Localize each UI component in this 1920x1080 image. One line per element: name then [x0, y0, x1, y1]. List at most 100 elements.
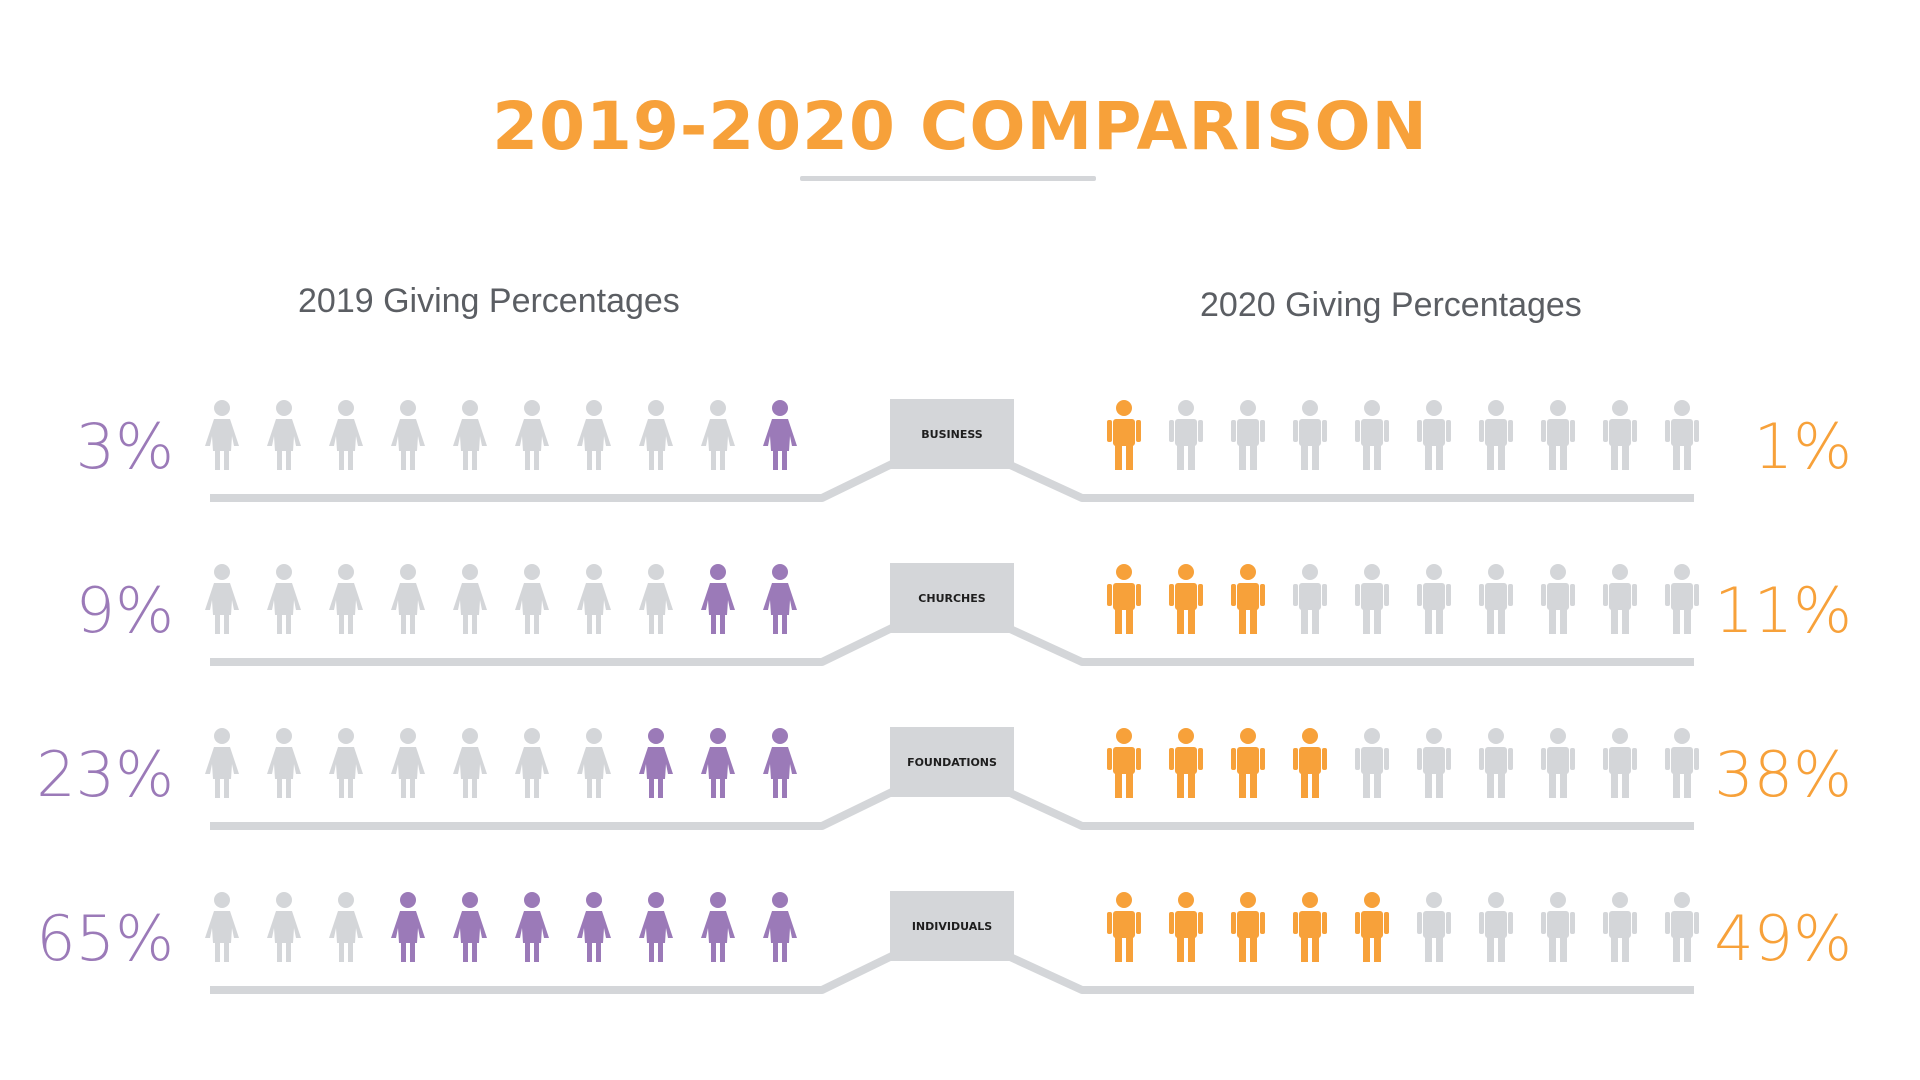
female-figure-icon [267, 728, 301, 798]
category-label: FOUNDATIONS [907, 756, 997, 769]
value-label-2019: 65% [36, 902, 174, 975]
female-figure-icon-highlighted [763, 564, 797, 634]
female-figure-icon [515, 728, 549, 798]
female-figure-icon [639, 400, 673, 470]
female-figure-icon [391, 400, 425, 470]
category-label: BUSINESS [921, 428, 982, 441]
male-figure-icon-highlighted [1231, 564, 1265, 634]
female-figure-icon [205, 564, 239, 634]
value-label-2020: 1% [1754, 410, 1852, 483]
female-figure-icon [577, 400, 611, 470]
row-baseline [210, 952, 1694, 994]
row-churches: CHURCHES 9% 11% [76, 563, 1852, 666]
row-baseline [210, 788, 1694, 830]
male-figure-icon-highlighted [1293, 728, 1327, 798]
female-figure-icon [639, 564, 673, 634]
male-figure-icon [1355, 564, 1389, 634]
male-figure-icon [1479, 892, 1513, 962]
female-figure-icon [577, 564, 611, 634]
female-figure-icon [329, 564, 363, 634]
male-figure-icon [1417, 728, 1451, 798]
female-figure-icon [391, 564, 425, 634]
female-figure-icon-highlighted [639, 892, 673, 962]
female-figure-icon-highlighted [701, 564, 735, 634]
male-figure-icon [1479, 400, 1513, 470]
male-figure-icon-highlighted [1107, 728, 1141, 798]
male-figure-icon [1479, 564, 1513, 634]
row-individuals: INDIVIDUALS 65% 49% [36, 891, 1852, 994]
female-figure-icon [453, 728, 487, 798]
category-label: INDIVIDUALS [912, 920, 992, 933]
value-label-2019: 9% [76, 574, 174, 647]
male-figure-icon [1417, 564, 1451, 634]
male-figure-icon [1293, 564, 1327, 634]
male-figure-icon [1603, 892, 1637, 962]
male-figure-icon [1665, 892, 1699, 962]
row-baseline [210, 460, 1694, 502]
female-figure-icon [205, 728, 239, 798]
male-figure-icon [1603, 400, 1637, 470]
male-figure-icon [1541, 892, 1575, 962]
value-label-2020: 49% [1714, 902, 1852, 975]
male-figure-icon [1603, 564, 1637, 634]
row-foundations: FOUNDATIONS 23% 38% [36, 727, 1852, 830]
male-figure-icon [1479, 728, 1513, 798]
female-figure-icon-highlighted [763, 728, 797, 798]
value-label-2019: 23% [36, 738, 174, 811]
female-figure-icon [453, 564, 487, 634]
female-figure-icon-highlighted [453, 892, 487, 962]
female-figure-icon [329, 892, 363, 962]
male-figure-icon-highlighted [1107, 400, 1141, 470]
male-figure-icon [1665, 400, 1699, 470]
female-figure-icon-highlighted [639, 728, 673, 798]
row-business: BUSINESS 3% 1% [76, 399, 1852, 502]
male-figure-icon-highlighted [1355, 892, 1389, 962]
male-figure-icon [1293, 400, 1327, 470]
category-box [890, 563, 1014, 633]
female-figure-icon [329, 728, 363, 798]
female-figure-icon-highlighted [391, 892, 425, 962]
female-figure-icon-highlighted [515, 892, 549, 962]
chart-title: 2019-2020 COMPARISON [492, 88, 1428, 165]
male-figure-icon [1169, 400, 1203, 470]
category-label: CHURCHES [918, 592, 985, 605]
male-figure-icon [1665, 728, 1699, 798]
female-figure-icon [205, 892, 239, 962]
male-figure-icon-highlighted [1169, 564, 1203, 634]
value-label-2020: 38% [1714, 738, 1852, 811]
male-figure-icon-highlighted [1107, 564, 1141, 634]
female-figure-icon-highlighted [763, 400, 797, 470]
title-underline [800, 176, 1096, 181]
male-figure-icon [1417, 400, 1451, 470]
female-figure-icon [577, 728, 611, 798]
male-figure-icon [1665, 564, 1699, 634]
female-figure-icon [267, 564, 301, 634]
value-label-2020: 11% [1714, 574, 1852, 647]
female-figure-icon-highlighted [577, 892, 611, 962]
right-series-title: 2020 Giving Percentages [1200, 286, 1582, 324]
female-figure-icon [515, 564, 549, 634]
female-figure-icon [515, 400, 549, 470]
male-figure-icon [1541, 400, 1575, 470]
category-box [890, 399, 1014, 469]
female-figure-icon [267, 400, 301, 470]
category-box [890, 891, 1014, 961]
male-figure-icon [1355, 400, 1389, 470]
female-figure-icon [701, 400, 735, 470]
female-figure-icon-highlighted [763, 892, 797, 962]
row-baseline [210, 624, 1694, 666]
male-figure-icon-highlighted [1293, 892, 1327, 962]
female-figure-icon [205, 400, 239, 470]
male-figure-icon-highlighted [1107, 892, 1141, 962]
female-figure-icon-highlighted [701, 892, 735, 962]
male-figure-icon-highlighted [1169, 728, 1203, 798]
male-figure-icon [1541, 728, 1575, 798]
male-figure-icon-highlighted [1169, 892, 1203, 962]
male-figure-icon [1541, 564, 1575, 634]
male-figure-icon [1231, 400, 1265, 470]
male-figure-icon [1417, 892, 1451, 962]
female-figure-icon [267, 892, 301, 962]
category-box [890, 727, 1014, 797]
left-series-title: 2019 Giving Percentages [298, 282, 680, 320]
